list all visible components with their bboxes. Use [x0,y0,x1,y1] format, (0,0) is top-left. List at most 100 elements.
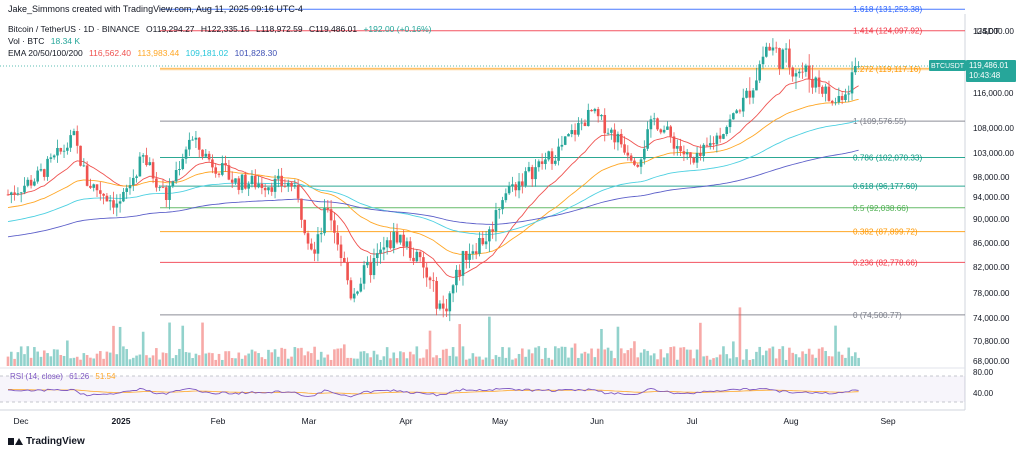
volume-bar [524,356,527,366]
candle-body [563,136,567,145]
price-tick: 78,000.00 [973,289,1010,298]
volume-bar [633,341,636,366]
volume-bar [497,356,501,366]
candle-body [293,185,297,187]
volume-bar [619,348,623,366]
volume-bar [273,349,277,366]
volume-bar [728,358,732,366]
candle-body [557,146,560,161]
volume-bar [643,349,646,366]
candle-body [534,167,537,180]
ema-label[interactable]: EMA 20/50/100/200 [8,48,83,58]
volume-bar [112,325,115,366]
volume-bar [303,355,307,366]
volume-bar [184,352,188,366]
volume-bar [689,349,692,366]
volume-bar [784,359,788,366]
volume-bar [481,359,485,366]
volume-bar [296,348,300,366]
candle-body [300,198,303,220]
volume-bar [207,352,211,366]
volume-bar [389,358,392,366]
volume-bar [230,357,234,366]
candle-body [62,150,66,152]
volume-bar [662,357,666,366]
rsi-tick: 40.00 [973,389,994,398]
volume-bar [708,359,712,366]
candle-body [128,185,132,189]
volume-bar [857,357,860,366]
volume-bar [267,349,270,366]
candle-body [778,48,781,69]
candle-body [544,159,547,164]
volume-bar [672,346,676,366]
candle-body [844,94,847,101]
candle-body [408,241,412,258]
volume-bar [194,353,198,366]
volume-bar [95,353,99,366]
candle-body [771,47,775,51]
candle-body [788,48,791,68]
volume-bar [118,326,122,366]
volume-bar [629,348,633,366]
candle-body [840,96,844,101]
candle-body [280,175,283,187]
volume-bar [148,357,152,366]
time-tick: 2025 [112,416,131,426]
candle-body [346,262,349,281]
candle-body [29,179,33,186]
volume-bar [102,358,105,366]
candle-body [122,191,125,202]
candle-body [797,71,801,74]
symbol-line[interactable]: Bitcoin / TetherUS · 1D · BINANCE [8,24,140,34]
volume-bar [42,350,46,366]
volume-bar [141,331,145,366]
candle-body [814,77,818,88]
candle-body [517,181,521,191]
volume-bar [606,347,610,366]
candle-body [263,187,267,191]
last-price-value: 119,486.01 [969,61,1009,70]
candle-body [629,155,633,161]
volume-bar [135,355,138,366]
candle-body [659,129,663,133]
volume-bar [372,350,376,366]
candle-body [92,184,96,188]
volume-bar [82,353,86,366]
candle-body [550,151,554,164]
candle-body [234,178,237,183]
volume-bar [174,355,178,366]
volume-bar [745,349,748,366]
rsi-tick: 80.00 [973,368,994,377]
volume-bar [511,359,514,366]
fib-label-1.414: 1.414 (124,097.92) [853,27,922,36]
candle-body [705,144,709,146]
candle-body [745,90,748,98]
last-price-symbol-tag [929,59,966,71]
candle-body [445,308,448,312]
price-tick: 74,000.00 [973,314,1010,323]
candle-body [804,65,808,72]
volume-bar [204,353,208,366]
candle-body [118,201,122,204]
tradingview-logo[interactable]: TradingView [8,436,85,447]
candle-body [854,65,857,73]
candle-body [72,131,76,136]
volume-bar [570,347,574,366]
volume-bar [652,353,656,366]
rsi-label[interactable]: RSI (14, close) [10,372,63,381]
volume-label[interactable]: Vol · BTC [8,36,45,46]
volume-bar [685,349,689,366]
volume-bar [544,347,547,366]
volume-bar [72,357,76,366]
rsi-value: 61.26 [69,372,90,381]
volume-bar [573,343,577,366]
volume-bar [537,346,541,366]
candle-body [675,146,679,149]
candle-body [260,183,264,188]
candle-body [273,178,277,192]
candle-body [718,135,722,139]
fib-label-0.382: 0.382 (87,899.72) [853,228,918,237]
candle-body [758,64,762,81]
